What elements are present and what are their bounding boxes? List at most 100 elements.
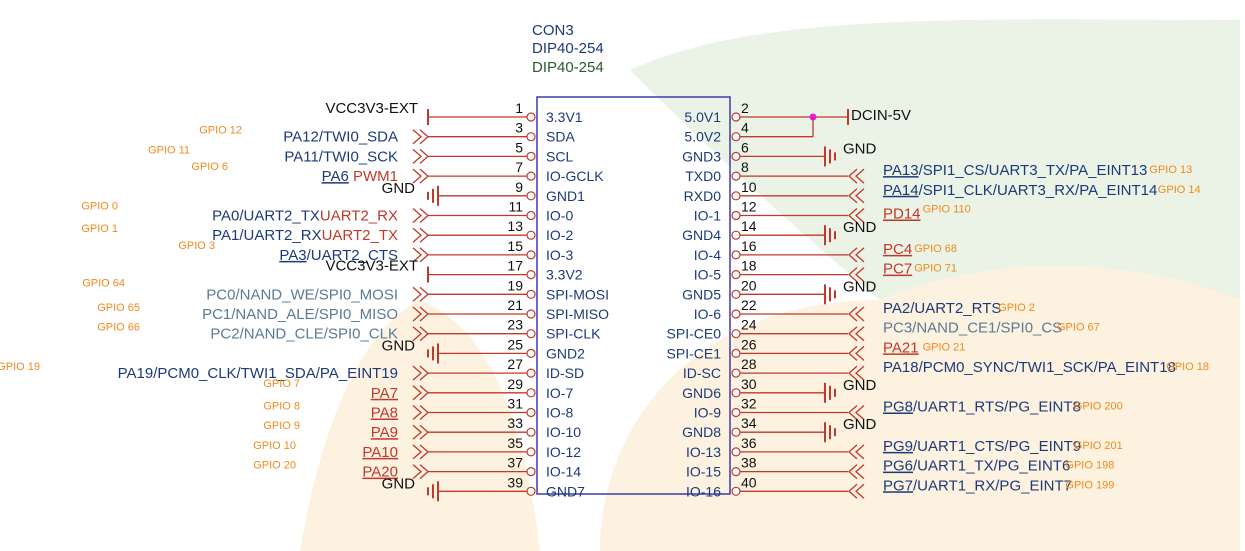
right-gpio-number: GPIO 199 (1065, 479, 1114, 491)
right-gpio-number: GPIO 68 (914, 243, 957, 255)
right-gpio-number: GPIO 67 (1057, 322, 1100, 334)
pin-name-left: IO-10 (546, 424, 581, 440)
left-power-label-seg: VCC3V3-EXT (325, 258, 418, 275)
pin-5-circle (526, 151, 536, 161)
right-net-label: PA21 (883, 339, 919, 356)
left-gpio-number: GPIO 12 (199, 125, 242, 137)
left-net-label-seg: PA9 (371, 424, 398, 441)
pin-name-left: IO-GCLK (546, 168, 604, 184)
pin-number-left: 13 (507, 218, 523, 234)
pin-number-right: 38 (741, 455, 757, 471)
pin-name-right: RXD0 (684, 188, 722, 204)
pin-number-left: 5 (515, 139, 523, 155)
left-net-label: PA1/UART2_RXUART2_TX (212, 227, 398, 244)
pin-40-circle (731, 486, 741, 496)
pin-38-circle (731, 467, 741, 477)
right-double-chevron (848, 464, 865, 480)
left-net-label-seg: PA20 (362, 464, 398, 481)
pin-11-circle (526, 210, 536, 221)
left-net-label-seg: PA19/PCM0_CLK/TWI1_SDA/PA_EINT19 (118, 365, 398, 382)
left-gpio-number: GPIO 65 (97, 302, 140, 314)
pin-name-right: GND6 (682, 385, 721, 401)
pin-number-left: 23 (507, 317, 523, 333)
right-net-label: PC4 (883, 241, 912, 258)
pin-number-right: 40 (741, 474, 757, 490)
right-double-chevron (848, 444, 865, 460)
left-net-label-seg: PA11/TWI0_SCK (284, 148, 398, 165)
pin-name-left: SCL (546, 148, 573, 164)
pin-name-right: GND4 (682, 227, 721, 243)
pin-24-circle (731, 329, 741, 339)
pin-name-left: ID-SD (546, 365, 584, 381)
right-net-label: PG6/UART1_TX/PG_EINT6 (883, 458, 1070, 475)
pin-number-left: 17 (507, 258, 523, 274)
pin-number-right: 10 (741, 179, 757, 195)
pin-name-right: IO-4 (694, 247, 721, 263)
pin-18-circle (731, 270, 741, 280)
left-double-chevron (412, 227, 429, 243)
pin-name-left: IO-14 (546, 464, 581, 480)
right-power-label: DCIN-5V (851, 107, 911, 124)
pin-number-left: 25 (507, 336, 523, 352)
right-net-label: PC3/NAND_CE1/SPI0_CS (883, 320, 1062, 337)
left-net-label: PA3/UART2_CTS (279, 247, 398, 264)
pin-name-left: 3.3V2 (546, 267, 583, 283)
pin-number-right: 6 (741, 139, 749, 155)
left-power-label: VCC3V3-EXT (325, 100, 418, 117)
pin-name-right: IO-13 (686, 444, 721, 460)
left-net-label: PC2/NAND_CLE/SPI0_CLK (210, 326, 398, 343)
pin-name-left: IO-2 (546, 227, 573, 243)
left-double-chevron (412, 424, 429, 440)
left-net-label: PA12/TWI0_SDA (283, 129, 398, 146)
left-net-label-seg: PA1/UART2_RX (212, 227, 322, 244)
left-gpio-number: GPIO 20 (253, 460, 296, 472)
pin-number-right: 14 (741, 218, 757, 234)
left-gpio-number: GPIO 3 (178, 240, 215, 252)
left-net-label: PC1/NAND_ALE/SPI0_MISO (202, 306, 398, 323)
right-net-label: PA2/UART2_RTS (883, 300, 1001, 317)
left-net-label: PA7 (371, 385, 398, 402)
pin-39-circle (526, 486, 536, 496)
pin-number-right: 16 (741, 238, 757, 254)
pin-12-circle (731, 210, 741, 221)
pin-number-left: 21 (507, 297, 523, 313)
pin-15-circle (526, 250, 536, 260)
left-net-label: PA20 (362, 464, 398, 481)
right-double-chevron (848, 267, 865, 283)
pin-name-right: SPI-CE1 (667, 345, 722, 361)
right-gnd-label: GND (843, 140, 877, 157)
left-net-label-seg: UART2_RX (320, 208, 398, 225)
left-gpio-number: GPIO 10 (253, 440, 296, 452)
pin-33-circle (526, 427, 536, 437)
left-gpio-number: GPIO 8 (263, 401, 300, 413)
connector-value: DIP40-254 (532, 40, 604, 57)
left-gpio-number: GPIO 11 (148, 144, 190, 156)
pin-number-left: 35 (507, 435, 523, 451)
left-net-label-seg: PC2/NAND_CLE/SPI0_CLK (210, 326, 398, 343)
left-gnd-label-seg: GND (382, 180, 416, 197)
left-double-chevron (412, 286, 429, 302)
left-gpio-number: GPIO 66 (97, 322, 140, 334)
left-double-chevron (412, 444, 429, 460)
right-gpio-number: GPIO 110 (923, 204, 971, 216)
right-gnd-label: GND (843, 377, 877, 394)
pin-number-right: 26 (741, 336, 757, 352)
pin-name-left: IO-8 (546, 405, 573, 421)
pin-name-left: GND1 (546, 188, 585, 204)
right-gnd-label-seg: GND (843, 140, 877, 157)
pin-1-circle (526, 112, 536, 122)
right-net-label-seg: PA21 (883, 339, 919, 356)
left-net-label-seg: PA6 (322, 168, 349, 185)
right-double-chevron (848, 365, 865, 381)
left-double-chevron (412, 148, 429, 164)
right-double-chevron (848, 208, 865, 223)
left-double-chevron (412, 247, 429, 263)
left-double-chevron (412, 405, 429, 420)
left-gnd-label-seg: GND (382, 475, 416, 492)
connector-ref: CON3 (532, 22, 574, 39)
right-net-label-seg: /UART1_RX/PG_EINT7 (913, 477, 1072, 494)
pin-25-circle (526, 348, 536, 358)
pin-number-right: 4 (741, 120, 749, 136)
